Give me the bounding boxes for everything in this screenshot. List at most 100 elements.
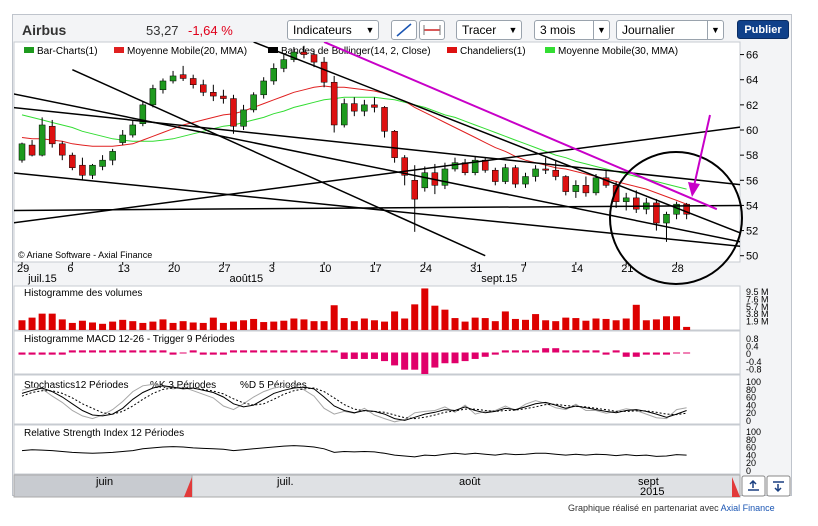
- macd-bar: [592, 350, 600, 353]
- macd-bar: [532, 350, 540, 353]
- candle-body: [421, 172, 429, 189]
- candle-body: [189, 78, 197, 85]
- rsi-y-label: 60: [746, 443, 756, 453]
- volume-bar: [159, 319, 167, 330]
- macd-bar: [501, 350, 509, 353]
- macd-bar: [552, 348, 560, 353]
- x-tick-label: 24: [420, 263, 432, 275]
- indicators-dropdown[interactable]: Indicateurs ▼: [287, 20, 379, 40]
- candle-body: [542, 168, 549, 171]
- x-tick-label: 17: [369, 263, 381, 275]
- candle-body: [79, 164, 86, 176]
- rsi-line: [21, 445, 687, 458]
- macd-bar: [109, 350, 117, 353]
- macd-bar: [280, 350, 288, 353]
- macd-bar: [471, 352, 479, 359]
- legend-swatch: [545, 47, 555, 53]
- macd-y-label: 0.8: [746, 334, 759, 344]
- navigator-handle-left[interactable]: [184, 477, 192, 497]
- stochastics-y-label: 60: [746, 393, 756, 403]
- chevron-down-icon: ▼: [707, 21, 723, 39]
- volume-bar: [602, 318, 610, 330]
- ticker-name: Airbus: [22, 22, 67, 38]
- macd-bar: [411, 352, 419, 370]
- footer-partner-link[interactable]: Axial Finance: [720, 503, 775, 513]
- footer-credit: Graphique réalisé en partenariat avec Ax…: [568, 503, 775, 513]
- x-tick-label: 28: [672, 263, 684, 275]
- candle-body: [653, 202, 660, 224]
- footer-credit-text: Graphique réalisé en partenariat avec: [568, 503, 719, 513]
- navigator-handle-right[interactable]: [732, 477, 740, 497]
- volume-bar: [471, 317, 479, 330]
- candle-body: [330, 81, 338, 126]
- draw-line-button[interactable]: [391, 20, 417, 40]
- x-tick-label: 20: [168, 263, 180, 275]
- draw-dropdown[interactable]: Tracer ▼: [456, 20, 522, 40]
- volume-bar: [229, 321, 237, 330]
- trendline: [253, 42, 740, 234]
- candle-body: [512, 167, 519, 185]
- volume-bar: [542, 320, 550, 330]
- legend-entry: Bar-Charts(1): [37, 46, 98, 57]
- candle-body: [592, 177, 600, 194]
- macd-bar: [300, 350, 308, 353]
- macd-bar: [562, 350, 570, 353]
- draw-horizontal-button[interactable]: [419, 20, 445, 40]
- volume-bar: [169, 322, 177, 330]
- volume-bar: [622, 318, 630, 330]
- volume-bar: [300, 319, 308, 330]
- candle-body: [371, 104, 378, 108]
- volume-bar: [219, 322, 227, 330]
- x-tick-label: 7: [521, 263, 527, 275]
- macd-bar: [28, 352, 36, 355]
- candle-body: [119, 134, 126, 143]
- rsi-y-label: 100: [746, 427, 761, 437]
- macd-y-label: -0.8: [746, 364, 762, 374]
- macd-bar: [229, 350, 237, 353]
- publish-button[interactable]: Publier: [737, 20, 789, 39]
- chevron-down-icon: ▼: [365, 25, 375, 35]
- candle-body: [38, 124, 46, 156]
- volume-bar: [340, 318, 348, 330]
- period-select[interactable]: 3 mois ▼: [534, 20, 610, 40]
- volume-bar: [501, 311, 509, 330]
- chevron-down-icon: ▼: [593, 21, 609, 39]
- upload-icon: [748, 479, 759, 491]
- interval-select[interactable]: Journalier ▼: [616, 20, 724, 40]
- horizontal-line-icon: [423, 25, 441, 35]
- volume-bar: [28, 317, 36, 330]
- macd-bar: [652, 352, 660, 355]
- macd-bar: [632, 352, 640, 357]
- macd-bar: [149, 350, 157, 353]
- macd-bar: [350, 352, 358, 359]
- candle-body: [451, 162, 459, 170]
- y-tick-label: 60: [746, 125, 758, 137]
- volume-bar: [421, 288, 429, 330]
- macd-bar: [189, 350, 197, 353]
- macd-bar: [290, 350, 298, 353]
- candle-body: [149, 88, 157, 106]
- indicators-label: Indicateurs: [293, 23, 352, 37]
- volume-bar: [360, 318, 368, 330]
- navigator-month-label: juin: [95, 476, 113, 488]
- candle-body: [250, 94, 257, 111]
- macd-bar: [219, 352, 227, 355]
- chart-watermark: © Ariane Software - Axial Finance: [18, 250, 152, 260]
- candle-body: [300, 51, 308, 55]
- volume-bar: [441, 309, 449, 330]
- volume-bar: [38, 313, 46, 330]
- volume-bar: [632, 304, 640, 330]
- volume-bar: [673, 316, 681, 330]
- candle-body: [562, 176, 570, 192]
- macd-bar: [240, 350, 248, 353]
- candle-body: [169, 75, 177, 82]
- candle-body: [552, 169, 559, 177]
- candle-body: [139, 104, 147, 124]
- candle-body: [28, 144, 36, 156]
- macd-title: Histogramme MACD 12-26 - Trigger 9 Pério…: [24, 334, 235, 345]
- trend-line-icon: [396, 23, 412, 37]
- rsi-y-label: 20: [746, 458, 756, 468]
- stochastics-y-label: 100: [746, 377, 761, 387]
- candle-body: [471, 159, 479, 173]
